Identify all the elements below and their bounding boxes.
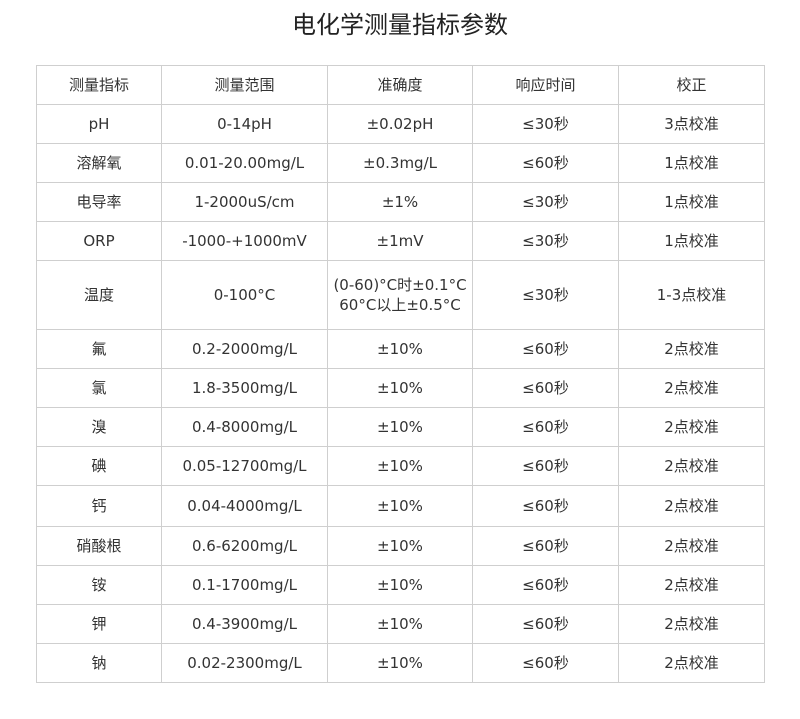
cell-accuracy: ±0.02pH [327,104,473,144]
table-row: 钾 0.4-3900mg/L ±10% ≤60秒 2点校准 [36,604,765,644]
cell-calibration: 2点校准 [618,485,765,527]
cell-range: 0.4-3900mg/L [161,604,328,644]
cell-calibration: 2点校准 [618,368,765,408]
cell-response-time: ≤60秒 [472,407,619,447]
table-row: 温度 0-100°C (0-60)°C时±0.1°C 60°C以上±0.5°C ≤30… [36,260,765,330]
cell-range: 1-2000uS/cm [161,182,328,222]
table-row: 氟 0.2-2000mg/L ±10% ≤60秒 2点校准 [36,329,765,369]
cell-range: 0.02-2300mg/L [161,643,328,683]
cell-range: 0.6-6200mg/L [161,526,328,566]
column-header-range: 测量范围 [161,65,328,105]
cell-accuracy: ±10% [327,565,473,605]
cell-accuracy: ±1mV [327,221,473,261]
cell-calibration: 3点校准 [618,104,765,144]
cell-indicator: 温度 [36,260,162,330]
cell-calibration: 2点校准 [618,604,765,644]
cell-indicator: 氟 [36,329,162,369]
cell-accuracy: (0-60)°C时±0.1°C 60°C以上±0.5°C [327,260,473,330]
cell-range: -1000-+1000mV [161,221,328,261]
cell-calibration: 1点校准 [618,221,765,261]
cell-calibration: 1点校准 [618,182,765,222]
column-header-indicator: 测量指标 [36,65,162,105]
page-title: 电化学测量指标参数 [292,11,508,39]
table-row: pH 0-14pH ±0.02pH ≤30秒 3点校准 [36,104,765,144]
cell-response-time: ≤30秒 [472,182,619,222]
cell-indicator: 电导率 [36,182,162,222]
table-row: 氯 1.8-3500mg/L ±10% ≤60秒 2点校准 [36,368,765,408]
cell-accuracy: ±10% [327,446,473,486]
cell-indicator: 碘 [36,446,162,486]
cell-range: 0-14pH [161,104,328,144]
parameters-table: 测量指标 测量范围 准确度 响应时间 校正 pH 0-14pH ±0.02pH ≤30秒 3点校… [36,65,765,683]
cell-accuracy: ±10% [327,604,473,644]
cell-calibration: 2点校准 [618,446,765,486]
cell-calibration: 1-3点校准 [618,260,765,330]
cell-accuracy: ±10% [327,526,473,566]
cell-response-time: ≤60秒 [472,446,619,486]
cell-accuracy: ±10% [327,329,473,369]
cell-response-time: ≤30秒 [472,221,619,261]
cell-indicator: 溴 [36,407,162,447]
column-header-accuracy: 准确度 [327,65,473,105]
cell-range: 0.05-12700mg/L [161,446,328,486]
cell-indicator: 铵 [36,565,162,605]
cell-indicator: 硝酸根 [36,526,162,566]
table-row: 电导率 1-2000uS/cm ±1% ≤30秒 1点校准 [36,182,765,222]
table-row: 硝酸根 0.6-6200mg/L ±10% ≤60秒 2点校准 [36,526,765,566]
cell-accuracy: ±10% [327,407,473,447]
cell-accuracy: ±10% [327,485,473,527]
cell-response-time: ≤30秒 [472,260,619,330]
cell-indicator: 氯 [36,368,162,408]
cell-accuracy: ±10% [327,368,473,408]
cell-calibration: 2点校准 [618,407,765,447]
table-row: 钙 0.04-4000mg/L ±10% ≤60秒 2点校准 [36,485,765,527]
cell-accuracy: ±10% [327,643,473,683]
column-header-response-time: 响应时间 [472,65,619,105]
cell-range: 0.4-8000mg/L [161,407,328,447]
table-row: 溴 0.4-8000mg/L ±10% ≤60秒 2点校准 [36,407,765,447]
cell-range: 0.1-1700mg/L [161,565,328,605]
cell-indicator: ORP [36,221,162,261]
table-row: ORP -1000-+1000mV ±1mV ≤30秒 1点校准 [36,221,765,261]
table-header-row: 测量指标 测量范围 准确度 响应时间 校正 [36,65,765,105]
cell-indicator: 溶解氧 [36,143,162,183]
cell-range: 0.2-2000mg/L [161,329,328,369]
table-row: 铵 0.1-1700mg/L ±10% ≤60秒 2点校准 [36,565,765,605]
cell-indicator: 钙 [36,485,162,527]
cell-response-time: ≤60秒 [472,565,619,605]
cell-response-time: ≤60秒 [472,329,619,369]
table-row: 碘 0.05-12700mg/L ±10% ≤60秒 2点校准 [36,446,765,486]
cell-response-time: ≤60秒 [472,143,619,183]
table-row: 溶解氧 0.01-20.00mg/L ±0.3mg/L ≤60秒 1点校准 [36,143,765,183]
table-row: 钠 0.02-2300mg/L ±10% ≤60秒 2点校准 [36,643,765,683]
cell-response-time: ≤60秒 [472,485,619,527]
cell-calibration: 2点校准 [618,565,765,605]
cell-calibration: 2点校准 [618,329,765,369]
column-header-calibration: 校正 [618,65,765,105]
cell-indicator: 钾 [36,604,162,644]
cell-calibration: 1点校准 [618,143,765,183]
cell-range: 0-100°C [161,260,328,330]
cell-range: 1.8-3500mg/L [161,368,328,408]
cell-response-time: ≤60秒 [472,526,619,566]
cell-accuracy: ±0.3mg/L [327,143,473,183]
cell-range: 0.04-4000mg/L [161,485,328,527]
cell-accuracy: ±1% [327,182,473,222]
cell-range: 0.01-20.00mg/L [161,143,328,183]
cell-indicator: 钠 [36,643,162,683]
cell-response-time: ≤60秒 [472,604,619,644]
cell-calibration: 2点校准 [618,526,765,566]
cell-indicator: pH [36,104,162,144]
cell-calibration: 2点校准 [618,643,765,683]
cell-response-time: ≤60秒 [472,368,619,408]
cell-response-time: ≤30秒 [472,104,619,144]
cell-response-time: ≤60秒 [472,643,619,683]
